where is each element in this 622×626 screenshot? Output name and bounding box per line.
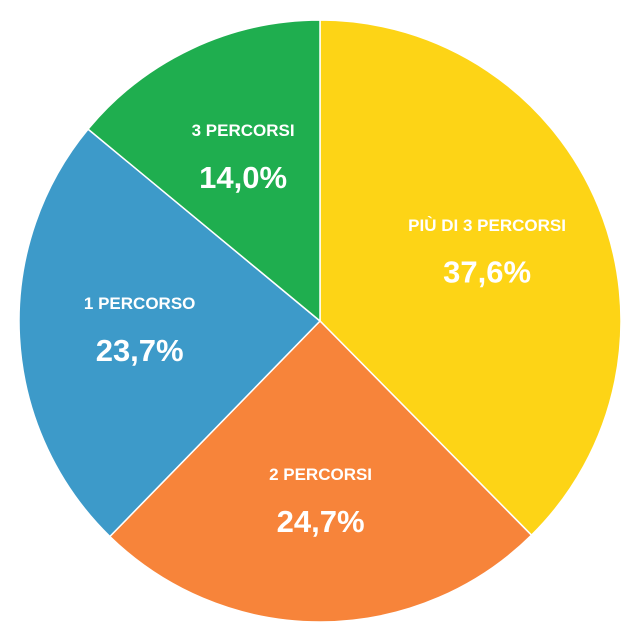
pie-slice <box>108 319 533 623</box>
slice-value: 14,0% <box>199 160 287 195</box>
pie-slice <box>87 19 321 323</box>
pie-slice <box>18 128 322 538</box>
pie-slice <box>319 19 622 537</box>
slice-label: PIÙ DI 3 PERCORSI <box>408 216 566 235</box>
slice-label: 2 PERCORSI <box>269 465 372 484</box>
slice-value: 37,6% <box>443 255 531 290</box>
slice-value: 24,7% <box>277 504 365 539</box>
slice-value: 23,7% <box>96 333 184 368</box>
slice-label: 1 PERCORSO <box>84 294 195 313</box>
slice-label: 3 PERCORSI <box>192 121 295 140</box>
